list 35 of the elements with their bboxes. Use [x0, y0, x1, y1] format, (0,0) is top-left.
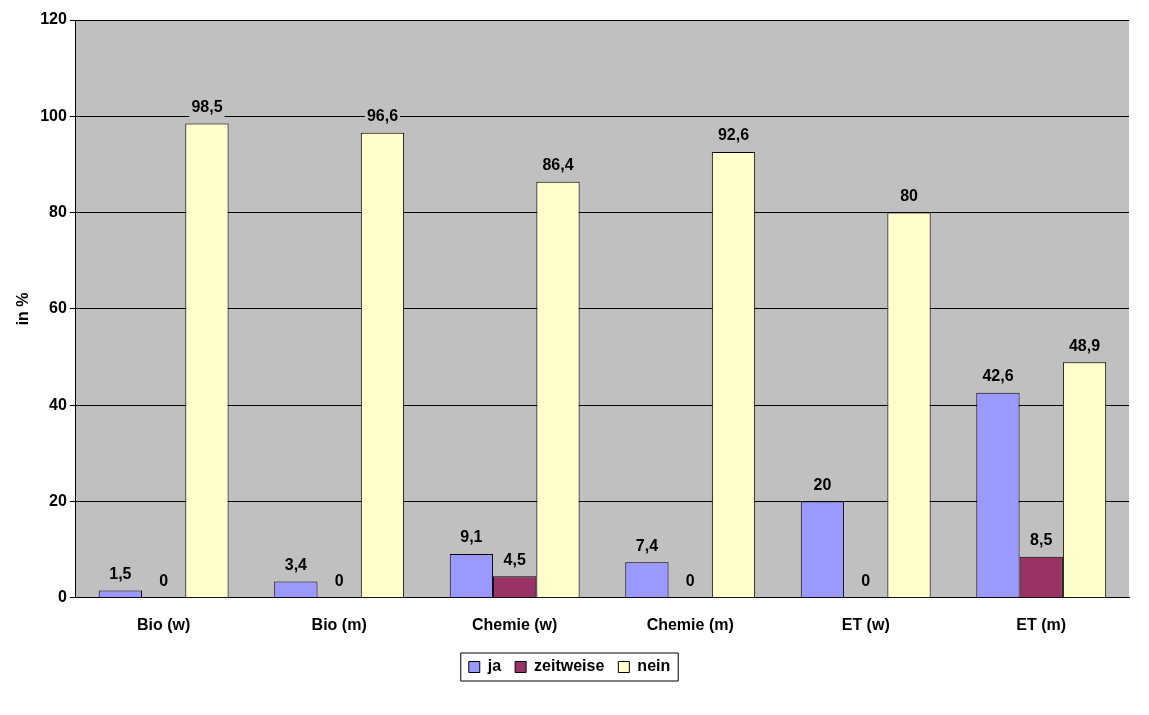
data-label: 86,4	[542, 156, 574, 174]
data-label: 0	[159, 572, 169, 590]
data-label: 48,9	[1068, 336, 1101, 354]
data-label: 0	[334, 572, 344, 590]
x-tick-label: Bio (w)	[136, 615, 191, 633]
y-tick-label: 80	[49, 203, 67, 221]
data-label: 1,5	[109, 564, 132, 582]
data-label: 7,4	[635, 536, 659, 554]
data-label: 8,5	[1030, 531, 1053, 549]
data-label: 92,6	[717, 126, 750, 144]
data-label: 20	[813, 475, 832, 493]
y-tick-label: 0	[57, 588, 67, 606]
x-tick-label: Chemie (w)	[472, 615, 558, 633]
data-label: 4,5	[503, 550, 526, 568]
y-tick-label: 60	[49, 299, 67, 317]
data-label: 9,1	[460, 528, 483, 546]
y-tick-label: 120	[40, 10, 67, 28]
data-label: 0	[685, 572, 695, 590]
legend-label: zeitweise	[534, 657, 605, 675]
data-label: 0	[861, 572, 871, 590]
legend-label: nein	[637, 657, 671, 675]
y-axis-title: in %	[14, 292, 32, 326]
x-tick-label: Bio (m)	[311, 615, 367, 633]
legend-label: ja	[486, 657, 502, 675]
data-label: 98,5	[191, 97, 223, 115]
x-tick-label: Chemie (m)	[646, 615, 734, 633]
x-tick-label: ET (w)	[841, 615, 890, 633]
data-label: 96,6	[366, 107, 399, 125]
y-tick-label: 40	[49, 395, 67, 413]
y-tick-label: 100	[40, 106, 67, 124]
data-label: 80	[900, 187, 919, 205]
y-tick-label: 20	[49, 491, 67, 509]
x-tick-label: ET (m)	[1016, 615, 1067, 633]
data-label: 42,6	[982, 367, 1014, 385]
data-label: 3,4	[284, 555, 308, 573]
